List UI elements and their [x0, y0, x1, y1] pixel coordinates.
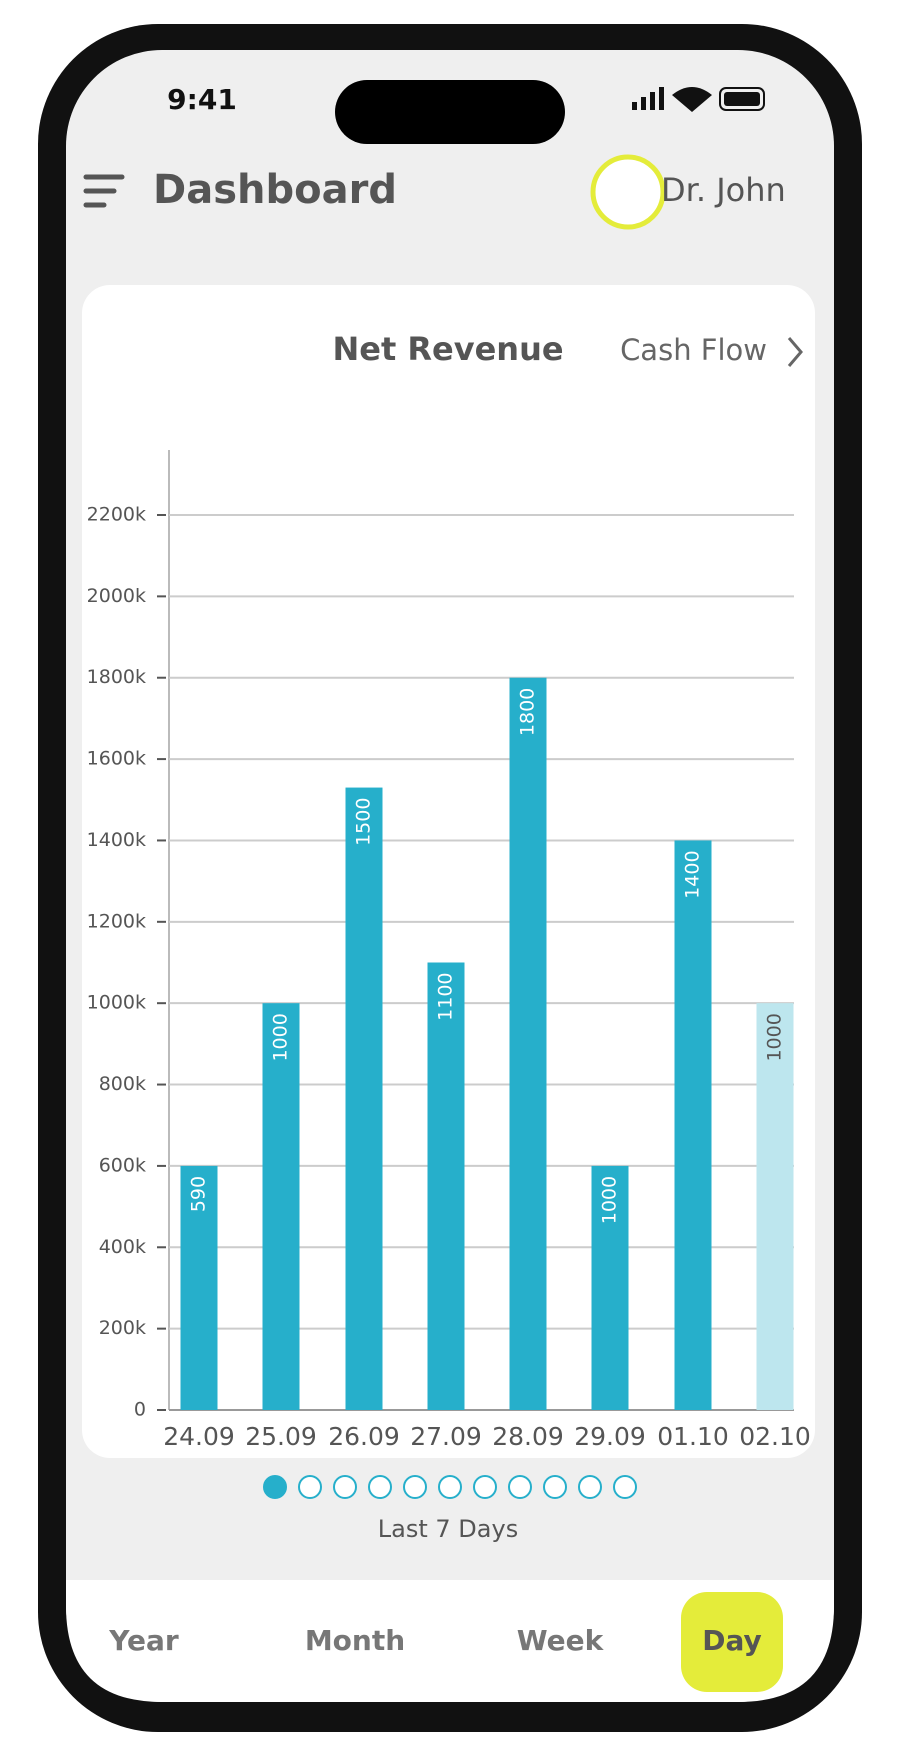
bar	[180, 1165, 218, 1410]
pager-dot[interactable]	[543, 1475, 567, 1499]
user-name: Dr. John	[661, 171, 786, 209]
bar-label: 1800	[517, 688, 539, 736]
y-tick-label: 400k	[99, 1236, 146, 1258]
x-tick-label: 24.09	[163, 1422, 235, 1451]
y-tick-label: 1600k	[87, 748, 146, 770]
pager-dot[interactable]	[473, 1475, 497, 1499]
dynamic-island	[335, 80, 565, 144]
y-tick-label: 1400k	[87, 829, 146, 851]
bar-label: 1000	[764, 1013, 786, 1061]
bar-label: 590	[188, 1176, 210, 1212]
pager-dot[interactable]	[263, 1475, 287, 1499]
plot: 0 200k 400k 600k 800k 1000k 1200k 1400k 1600k 180…	[87, 504, 811, 1452]
x-tick-label: 02.10	[739, 1422, 811, 1451]
x-tick-label: 27.09	[410, 1422, 482, 1451]
bar	[591, 1165, 629, 1410]
x-tick-label: 01.10	[657, 1422, 729, 1451]
tab-bar	[66, 1580, 834, 1702]
bar	[756, 1003, 794, 1410]
y-tick-label: 0	[134, 1399, 146, 1421]
pager	[263, 1475, 637, 1499]
bar-label: 1000	[599, 1176, 621, 1224]
x-tick-label: 28.09	[492, 1422, 564, 1451]
menu-icon[interactable]	[83, 174, 125, 208]
pager-dot[interactable]	[438, 1475, 462, 1499]
pager-dot[interactable]	[613, 1475, 637, 1499]
bar	[345, 787, 383, 1410]
pager-dot[interactable]	[403, 1475, 427, 1499]
chevron[interactable]	[787, 337, 803, 367]
y-tick-label: 1000k	[87, 992, 146, 1014]
pager-dot[interactable]	[333, 1475, 357, 1499]
x-tick-label: 29.09	[574, 1422, 646, 1451]
tab[interactable]: Week	[517, 1624, 605, 1657]
bar-label: 1500	[353, 798, 375, 846]
bar	[262, 1003, 300, 1410]
pager-dot[interactable]	[368, 1475, 392, 1499]
bar-label: 1400	[682, 850, 704, 898]
pager-dot[interactable]	[508, 1475, 532, 1499]
avatar[interactable]	[590, 154, 666, 230]
tabs: Year Month Week Day	[108, 1592, 783, 1692]
tab[interactable]: Day	[702, 1624, 762, 1657]
bar-label: 1100	[435, 973, 457, 1021]
y-tick-label: 800k	[99, 1073, 146, 1095]
y-tick-label: 2000k	[87, 585, 146, 607]
y-tick-label: 1800k	[87, 666, 146, 688]
x-tick-label: 26.09	[328, 1422, 400, 1451]
status-icons	[632, 87, 765, 112]
y-tick-label: 600k	[99, 1154, 146, 1176]
y-tick-label: 200k	[99, 1317, 146, 1339]
tab[interactable]: Year	[108, 1624, 179, 1657]
bar	[427, 962, 465, 1410]
cash-flow-link[interactable]: Cash Flow	[620, 333, 767, 367]
pager-dot[interactable]	[578, 1475, 602, 1499]
bar-label: 1000	[270, 1013, 292, 1061]
tab[interactable]: Month	[305, 1624, 405, 1657]
y-tick-label: 2200k	[87, 504, 146, 526]
bar	[674, 840, 712, 1410]
pager-caption: Last 7 Days	[378, 1515, 518, 1543]
page-title: Dashboard	[153, 167, 397, 213]
tab-active-bg	[681, 1592, 783, 1692]
bar	[509, 677, 547, 1410]
y-tick-label: 1200k	[87, 910, 146, 932]
x-tick-label: 25.09	[245, 1422, 317, 1451]
chart-title: Net Revenue	[332, 330, 563, 368]
status-time: 9:41	[167, 83, 237, 116]
pager-dot[interactable]	[298, 1475, 322, 1499]
